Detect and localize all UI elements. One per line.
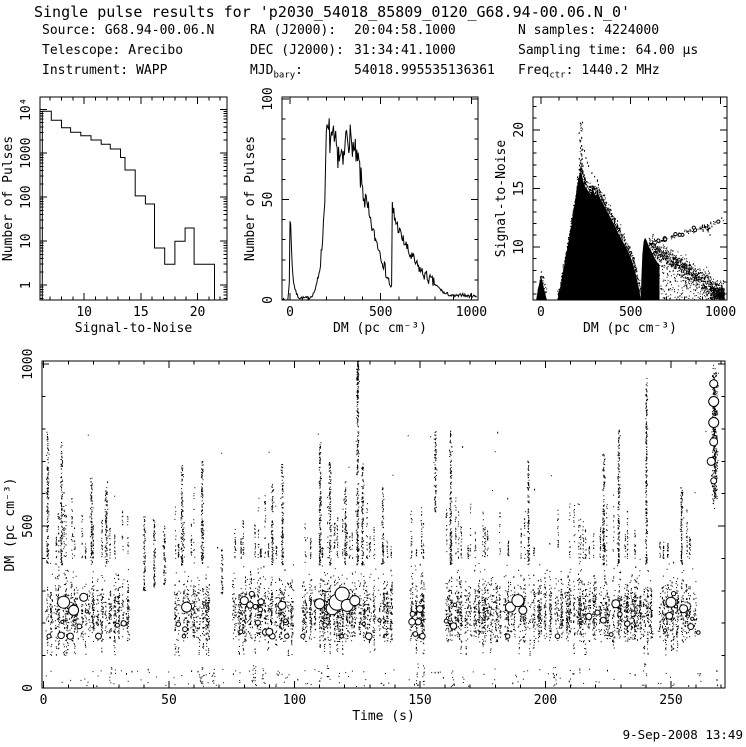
svg-text:100: 100 xyxy=(283,693,306,708)
meta-telescope: Telescope: Arecibo xyxy=(42,43,214,63)
meta-dec: DEC (J2000): 31:34:41.1000 xyxy=(250,43,495,63)
svg-text:1000: 1000 xyxy=(21,349,36,380)
meta-nsamples: N samples: 4224000 xyxy=(518,23,698,43)
svg-text:50: 50 xyxy=(261,192,276,208)
meta-instrument: Instrument: WAPP xyxy=(42,63,214,83)
meta-dec-value: 31:34:41.1000 xyxy=(354,43,456,58)
meta-nsamples-value: 4224000 xyxy=(604,23,660,38)
svg-text:10: 10 xyxy=(512,239,527,255)
meta-freq-value: 1440.2 MHz xyxy=(581,63,660,78)
meta-freq-label: Freqctr: xyxy=(518,63,574,81)
meta-source-value: G68.94-00.06.N xyxy=(104,23,215,38)
snr-hist-plot: 10 15 20 1 10 100 1000 10⁴ Signal-to-Noise Number… xyxy=(1,96,228,336)
svg-text:1000: 1000 xyxy=(705,305,736,320)
dm-hist-ylabel: Number of Pulses xyxy=(243,136,258,261)
svg-text:0: 0 xyxy=(40,693,48,708)
meta-ra: RA (J2000): 20:04:58.1000 xyxy=(250,23,495,43)
svg-text:0: 0 xyxy=(537,305,545,320)
svg-text:10: 10 xyxy=(76,305,92,320)
dm-hist-plot: 0 500 1000 0 50 100 DM (pc cm⁻³) Number of Puls… xyxy=(243,87,487,336)
meta-sampling-time: Sampling time: 64.00 μs xyxy=(518,43,698,63)
meta-dec-label: DEC (J2000): xyxy=(250,43,344,58)
svg-text:10⁴: 10⁴ xyxy=(19,98,34,121)
svg-text:500: 500 xyxy=(619,305,642,320)
datestamp: 9-Sep-2008 13:49 xyxy=(622,727,743,742)
meta-ra-value: 20:04:58.1000 xyxy=(354,23,456,38)
svg-text:500: 500 xyxy=(369,305,392,320)
meta-mjd-label: MJDbary: xyxy=(250,63,303,81)
snr-hist-ylabel: Number of Pulses xyxy=(1,136,16,261)
meta-sampling-time-value: 64.00 μs xyxy=(635,43,699,58)
svg-text:1: 1 xyxy=(19,281,34,289)
svg-text:250: 250 xyxy=(659,693,682,708)
svg-text:100: 100 xyxy=(19,185,34,208)
meta-mjd: MJDbary: 54018.995535136361 xyxy=(250,63,495,83)
meta-instrument-value: WAPP xyxy=(136,63,168,78)
svg-text:15: 15 xyxy=(512,181,527,197)
svg-text:200: 200 xyxy=(534,693,557,708)
snr-vs-dm-ylabel: Signal-to-Noise xyxy=(494,140,509,258)
meta-source-label: Source: xyxy=(42,23,97,38)
metadata-column-3: N samples: 4224000 Sampling time: 64.00 μs F… xyxy=(518,23,698,83)
dm-vs-time-ylabel: DM (pc cm⁻³) xyxy=(3,478,18,572)
meta-source: Source: G68.94-00.06.N xyxy=(42,23,214,43)
svg-text:0: 0 xyxy=(286,305,294,320)
page-title: Single pulse results for 'p2030_54018_85… xyxy=(34,3,631,21)
svg-text:0: 0 xyxy=(261,296,276,304)
svg-text:10: 10 xyxy=(19,233,34,249)
svg-text:50: 50 xyxy=(161,693,177,708)
svg-text:20: 20 xyxy=(512,122,527,138)
svg-text:500: 500 xyxy=(21,514,36,537)
meta-telescope-label: Telescope: xyxy=(42,43,121,58)
svg-text:0: 0 xyxy=(21,684,36,692)
svg-text:1000: 1000 xyxy=(19,138,34,169)
dm-vs-time-xlabel: Time (s) xyxy=(352,709,415,724)
meta-sampling-time-label: Sampling time: xyxy=(518,43,628,58)
meta-instrument-label: Instrument: xyxy=(42,63,129,78)
snr-vs-dm-xlabel: DM (pc cm⁻³) xyxy=(583,321,677,336)
svg-text:100: 100 xyxy=(261,87,276,110)
meta-mjd-value: 54018.995535136361 xyxy=(354,63,495,78)
svg-text:20: 20 xyxy=(190,305,206,320)
metadata-column-1: Source: G68.94-00.06.N Telescope: Arecibo In… xyxy=(42,23,214,83)
snr-hist-xlabel: Signal-to-Noise xyxy=(75,321,193,336)
meta-ra-label: RA (J2000): xyxy=(250,23,337,38)
svg-text:1000: 1000 xyxy=(456,305,487,320)
snr-vs-dm-plot: 0 500 1000 10 15 20 DM (pc cm⁻³) Signal-to-Nois… xyxy=(494,96,736,336)
meta-freq: Freqctr: 1440.2 MHz xyxy=(518,63,698,83)
metadata-column-2: RA (J2000): 20:04:58.1000 DEC (J2000): 31:3… xyxy=(250,23,495,83)
dm-vs-time-plot: 0 50 100 150 200 250 0 500 1000 Time (s) DM (pc cm… xyxy=(3,349,726,724)
svg-text:150: 150 xyxy=(408,693,431,708)
svg-text:15: 15 xyxy=(133,305,149,320)
meta-nsamples-label: N samples: xyxy=(518,23,597,38)
dm-hist-xlabel: DM (pc cm⁻³) xyxy=(333,321,427,336)
meta-telescope-value: Arecibo xyxy=(128,43,184,58)
